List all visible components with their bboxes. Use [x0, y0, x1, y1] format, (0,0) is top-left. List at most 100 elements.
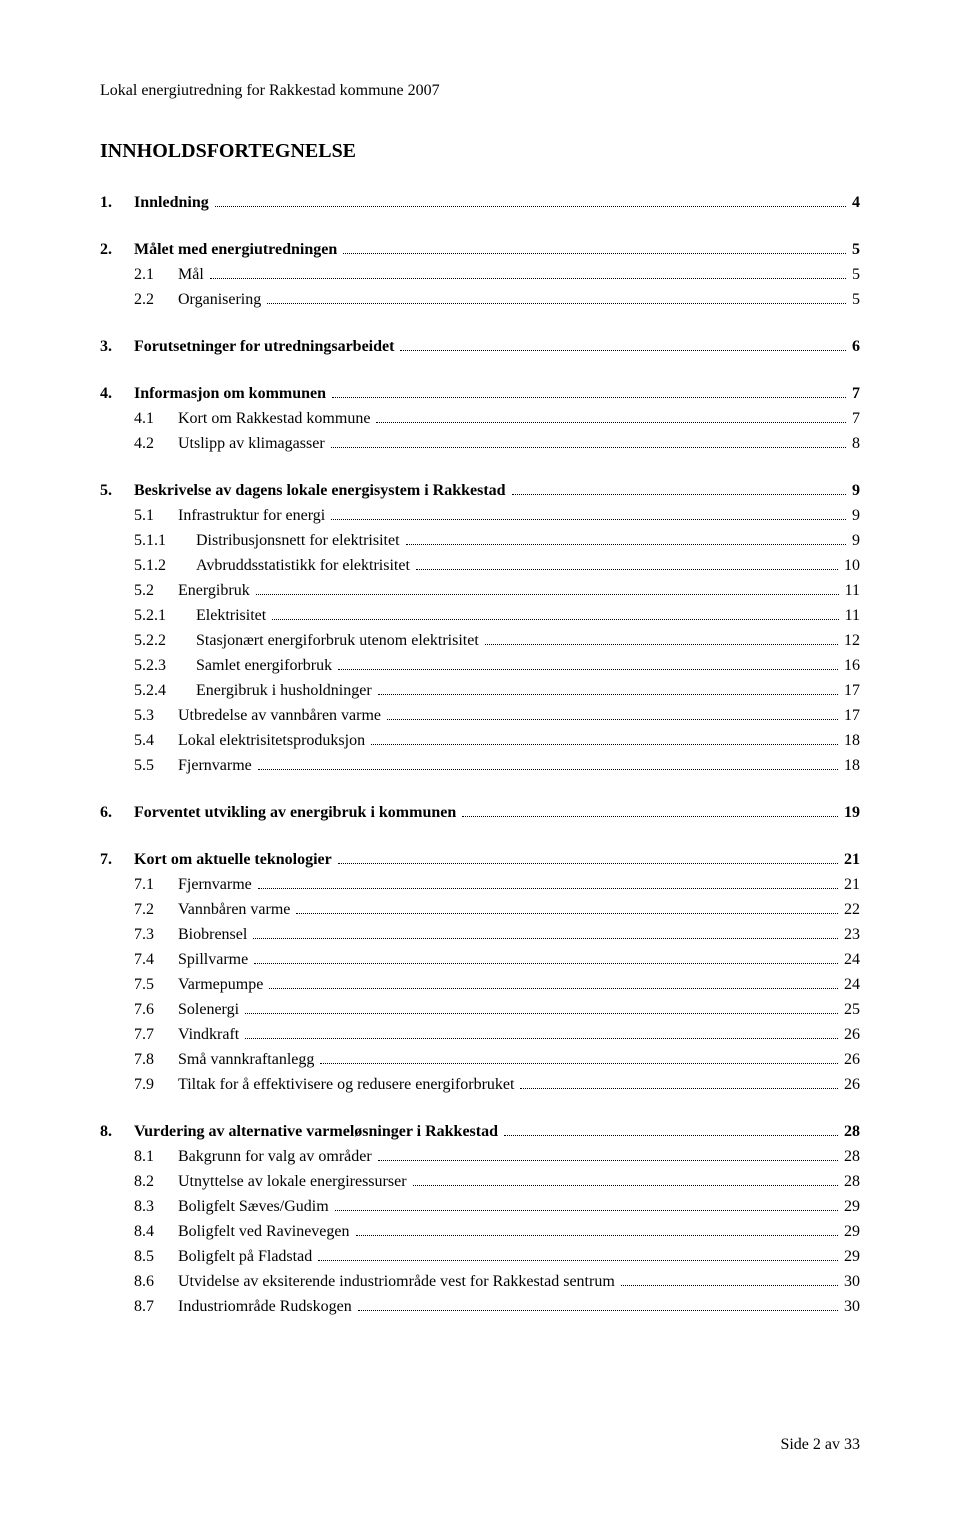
toc-leader-dots: [485, 644, 838, 645]
toc-entry: 1.Innledning4: [100, 191, 860, 215]
toc-entry: 5.1.2Avbruddsstatistikk for elektrisitet…: [100, 554, 860, 578]
toc-gap: [100, 360, 860, 382]
toc-entry-text: Små vannkraftanlegg: [178, 1048, 318, 1072]
toc-leader-dots: [343, 253, 846, 254]
toc-entry-page: 7: [848, 382, 860, 406]
toc-entry-number: 8.3: [134, 1195, 178, 1219]
toc-leader-dots: [258, 888, 838, 889]
toc-entry-text: Målet med energiutredningen: [134, 238, 341, 262]
toc-entry-number: 1.: [100, 191, 134, 215]
toc-entry-number: 4.: [100, 382, 134, 406]
toc-entry-text: Kort om Rakkestad kommune: [178, 407, 374, 431]
toc-entry-text: Forutsetninger for utredningsarbeidet: [134, 335, 398, 359]
toc-entry: 3.Forutsetninger for utredningsarbeidet6: [100, 335, 860, 359]
toc-entry-text: Vurdering av alternative varmeløsninger …: [134, 1120, 502, 1144]
toc-leader-dots: [413, 1185, 838, 1186]
toc-entry-text: Forventet utvikling av energibruk i komm…: [134, 801, 460, 825]
toc-entry-text: Innledning: [134, 191, 213, 215]
toc-entry-text: Infrastruktur for energi: [178, 504, 329, 528]
toc-leader-dots: [387, 719, 838, 720]
toc-entry-number: 8.: [100, 1120, 134, 1144]
toc-entry: 5.2.4Energibruk i husholdninger17: [100, 679, 860, 703]
toc-entry-page: 30: [840, 1295, 860, 1319]
toc-entry-text: Industriområde Rudskogen: [178, 1295, 356, 1319]
toc-entry-number: 4.1: [134, 407, 178, 431]
toc-leader-dots: [378, 1160, 838, 1161]
toc-container: 1.Innledning42.Målet med energiutredning…: [100, 191, 860, 1319]
toc-entry-page: 24: [840, 973, 860, 997]
toc-entry-number: 5.1: [134, 504, 178, 528]
toc-entry-number: 8.2: [134, 1170, 178, 1194]
toc-entry-page: 5: [848, 288, 860, 312]
toc-leader-dots: [416, 569, 838, 570]
toc-entry-text: Tiltak for å effektivisere og redusere e…: [178, 1073, 518, 1097]
toc-leader-dots: [462, 816, 838, 817]
toc-entry-text: Avbruddsstatistikk for elektrisitet: [196, 554, 414, 578]
toc-entry-page: 8: [848, 432, 860, 456]
toc-leader-dots: [269, 988, 838, 989]
toc-entry-number: 2.2: [134, 288, 178, 312]
toc-entry: 8.5Boligfelt på Fladstad29: [100, 1245, 860, 1269]
toc-entry: 4.2Utslipp av klimagasser8: [100, 432, 860, 456]
toc-entry-text: Beskrivelse av dagens lokale energisyste…: [134, 479, 510, 503]
toc-entry-number: 7.9: [134, 1073, 178, 1097]
toc-entry-page: 28: [840, 1120, 860, 1144]
toc-entry-number: 5.2.2: [134, 629, 196, 653]
toc-entry: 6.Forventet utvikling av energibruk i ko…: [100, 801, 860, 825]
toc-entry-number: 8.6: [134, 1270, 178, 1294]
toc-gap: [100, 313, 860, 335]
toc-entry: 7.Kort om aktuelle teknologier21: [100, 848, 860, 872]
toc-leader-dots: [332, 397, 846, 398]
toc-entry-number: 5.1.2: [134, 554, 196, 578]
toc-entry: 5.4Lokal elektrisitetsproduksjon18: [100, 729, 860, 753]
toc-entry: 5.2.1Elektrisitet11: [100, 604, 860, 628]
toc-entry: 8.4Boligfelt ved Ravinevegen29: [100, 1220, 860, 1244]
toc-entry-text: Boligfelt ved Ravinevegen: [178, 1220, 354, 1244]
toc-entry-page: 12: [840, 629, 860, 653]
toc-gap: [100, 216, 860, 238]
page-footer: Side 2 av 33: [780, 1436, 860, 1454]
toc-leader-dots: [210, 278, 846, 279]
toc-entry-text: Bakgrunn for valg av områder: [178, 1145, 376, 1169]
toc-leader-dots: [254, 963, 838, 964]
toc-leader-dots: [400, 350, 846, 351]
toc-entry-page: 19: [840, 801, 860, 825]
toc-entry-number: 7.8: [134, 1048, 178, 1072]
toc-entry-page: 30: [840, 1270, 860, 1294]
toc-entry-number: 5.2: [134, 579, 178, 603]
toc-entry-text: Elektrisitet: [196, 604, 270, 628]
toc-entry: 8.1Bakgrunn for valg av områder28: [100, 1145, 860, 1169]
toc-entry-text: Vannbåren varme: [178, 898, 294, 922]
toc-entry-text: Samlet energiforbruk: [196, 654, 336, 678]
toc-entry-page: 9: [848, 479, 860, 503]
toc-entry-text: Biobrensel: [178, 923, 251, 947]
toc-entry-number: 3.: [100, 335, 134, 359]
toc-entry-page: 25: [840, 998, 860, 1022]
toc-entry: 8.7Industriområde Rudskogen30: [100, 1295, 860, 1319]
toc-leader-dots: [356, 1235, 838, 1236]
toc-entry: 5.3Utbredelse av vannbåren varme17: [100, 704, 860, 728]
toc-entry-text: Energibruk i husholdninger: [196, 679, 376, 703]
toc-entry-text: Boligfelt på Fladstad: [178, 1245, 316, 1269]
toc-entry-text: Utslipp av klimagasser: [178, 432, 329, 456]
toc-entry: 2.1Mål5: [100, 263, 860, 287]
toc-entry-page: 26: [840, 1048, 860, 1072]
toc-entry-number: 7.2: [134, 898, 178, 922]
toc-entry-number: 8.1: [134, 1145, 178, 1169]
toc-entry-page: 22: [840, 898, 860, 922]
toc-entry: 7.6Solenergi25: [100, 998, 860, 1022]
toc-entry-number: 8.5: [134, 1245, 178, 1269]
toc-entry-number: 5.4: [134, 729, 178, 753]
toc-entry-page: 17: [840, 704, 860, 728]
toc-leader-dots: [256, 594, 839, 595]
toc-entry: 5.Beskrivelse av dagens lokale energisys…: [100, 479, 860, 503]
toc-gap: [100, 1098, 860, 1120]
toc-entry: 7.1Fjernvarme21: [100, 873, 860, 897]
toc-entry-number: 8.4: [134, 1220, 178, 1244]
toc-entry-page: 29: [840, 1195, 860, 1219]
toc-leader-dots: [371, 744, 838, 745]
toc-entry-page: 11: [841, 604, 860, 628]
toc-entry-text: Fjernvarme: [178, 754, 256, 778]
toc-entry: 7.5Varmepumpe24: [100, 973, 860, 997]
toc-entry-number: 5.2.3: [134, 654, 196, 678]
